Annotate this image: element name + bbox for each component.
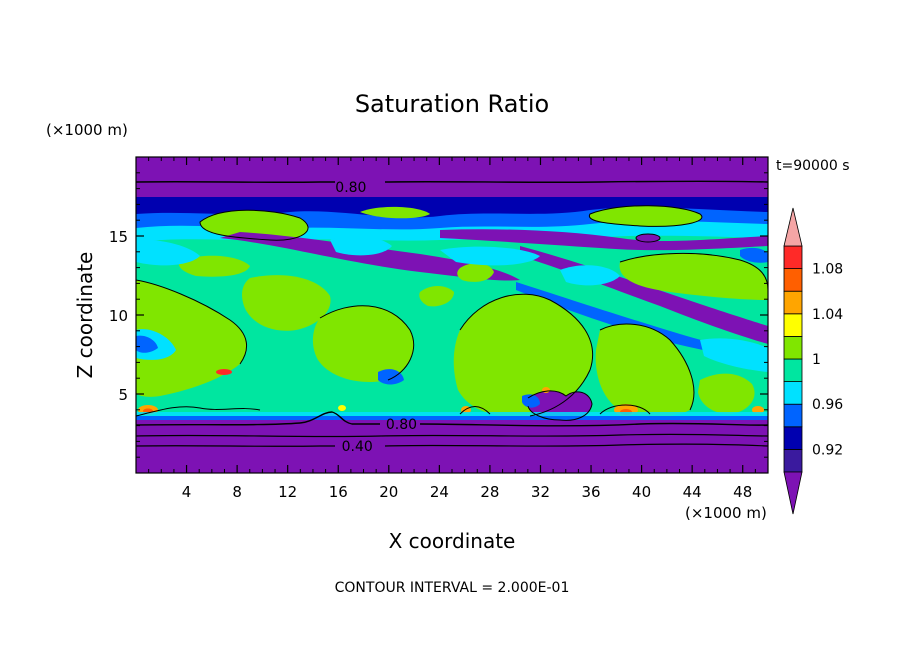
colorbar-swatch [783, 313, 803, 337]
green-region [453, 294, 593, 417]
green-region [136, 280, 247, 397]
contour-line [619, 252, 768, 291]
blue-pocket [378, 369, 404, 385]
y-axis-label: Z coordinate [73, 252, 97, 379]
x-axis-label: X coordinate [389, 529, 516, 553]
x-tick-label: 32 [531, 483, 550, 501]
green-region [595, 324, 694, 417]
colorbar-swatch [783, 358, 803, 383]
colorbar-label: 1.04 [812, 307, 843, 323]
x-tick-label: 36 [581, 483, 600, 501]
upper-dark-blue-band [136, 197, 768, 220]
warm-spot [216, 369, 232, 375]
green-region [457, 263, 494, 282]
colorbar-under-arrow [783, 471, 803, 515]
upper-dry-layer [136, 157, 768, 197]
contour-line [599, 323, 695, 411]
blue-pocket [522, 394, 540, 408]
colorbar-label: 1 [812, 352, 821, 368]
contour-label: 0.40 [342, 439, 373, 455]
contour-line [136, 404, 651, 417]
colorbar-swatch [783, 335, 803, 360]
green-region [419, 286, 454, 307]
y-unit-label: (×1000 m) [46, 121, 128, 139]
colorbar-swatch [783, 381, 803, 405]
x-tick-label: 48 [733, 483, 752, 501]
x-tick-label: 20 [379, 483, 398, 501]
boundary-blue-strip [136, 416, 768, 420]
x-axis-ticks: 4 8 12 16 20 24 28 32 36 40 44 48 [148, 157, 756, 501]
colorbar-label: 0.96 [812, 397, 843, 413]
colorbar-swatch [783, 448, 803, 473]
contour-line [459, 293, 594, 417]
x-tick-label: 12 [278, 483, 297, 501]
contour-line [136, 180, 768, 183]
green-region [242, 275, 331, 331]
x-tick-label: 8 [232, 483, 242, 501]
contour-label: 0.80 [386, 417, 417, 433]
colorbar-swatch [783, 290, 803, 315]
x-tick-label: 44 [683, 483, 702, 501]
cyan-patch [560, 265, 620, 286]
contour-interval-footer: CONTOUR INTERVAL = 2.000E-01 [335, 580, 570, 596]
cyan-patch [136, 239, 200, 266]
blue-patch [136, 335, 158, 353]
y-tick-label: 15 [109, 228, 128, 246]
y-tick-label: 10 [109, 307, 128, 325]
contour-label: 0.80 [335, 180, 366, 196]
colorbar-swatch [783, 245, 803, 270]
x-tick-label: 24 [430, 483, 449, 501]
dry-filament [440, 229, 768, 251]
y-axis-ticks: 5 10 15 [109, 172, 768, 458]
green-lens [200, 210, 309, 241]
chart-title: Saturation Ratio [355, 90, 549, 118]
dry-filament [220, 232, 520, 281]
contour-labels: 0.80 0.80 0.40 [335, 180, 417, 455]
cyan-patch [330, 235, 392, 256]
colorbar-swatch [783, 403, 803, 428]
colorbar: 1.08 1.04 1 0.96 0.92 [783, 207, 843, 515]
contour-line [588, 205, 703, 227]
colorbar-label: 1.08 [812, 262, 843, 278]
colorbar-swatch [783, 268, 803, 292]
x-tick-label: 40 [632, 483, 651, 501]
green-lens [589, 205, 702, 227]
x-tick-label: 16 [329, 483, 348, 501]
boundary-cyan-strip [136, 412, 768, 416]
colorbar-over-arrow [783, 207, 803, 247]
contour-line [136, 279, 248, 365]
green-region [698, 373, 755, 414]
contour-field [136, 157, 768, 473]
x-unit-label: (×1000 m) [685, 504, 767, 522]
contour-line [199, 209, 309, 241]
green-region [178, 255, 250, 277]
y-tick-label: 5 [118, 386, 128, 404]
contour-line [136, 433, 768, 438]
contour-line [136, 443, 768, 447]
contour-line [527, 390, 593, 421]
colorbar-label: 0.92 [812, 442, 843, 458]
warm-spot [338, 405, 346, 411]
green-lens [360, 206, 430, 219]
time-label: t=90000 s [776, 158, 850, 174]
contour-line [136, 411, 768, 427]
blue-patch [740, 247, 768, 263]
x-tick-label: 4 [182, 483, 192, 501]
contour-line [319, 305, 415, 381]
colorbar-swatch [783, 426, 803, 450]
contour-line [635, 233, 661, 243]
green-region [619, 253, 768, 300]
x-tick-label: 28 [480, 483, 499, 501]
cyan-patch [440, 246, 540, 266]
green-region [312, 305, 414, 382]
cyan-patch [700, 338, 768, 372]
